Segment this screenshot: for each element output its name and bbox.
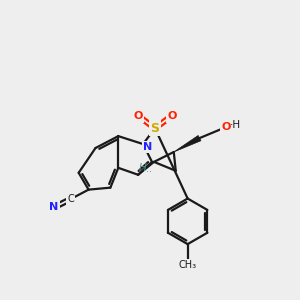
Text: N: N [143,142,153,152]
Text: O: O [134,111,143,121]
Text: H: H [139,163,147,173]
Text: O: O [167,111,176,121]
Text: ·H: ·H [230,120,241,130]
Text: O: O [222,122,231,132]
Text: C: C [68,194,74,203]
Text: N: N [49,202,58,212]
Text: S: S [151,122,160,135]
Text: CH₃: CH₃ [178,260,197,270]
Polygon shape [174,136,201,152]
Text: ..: .. [146,164,152,174]
